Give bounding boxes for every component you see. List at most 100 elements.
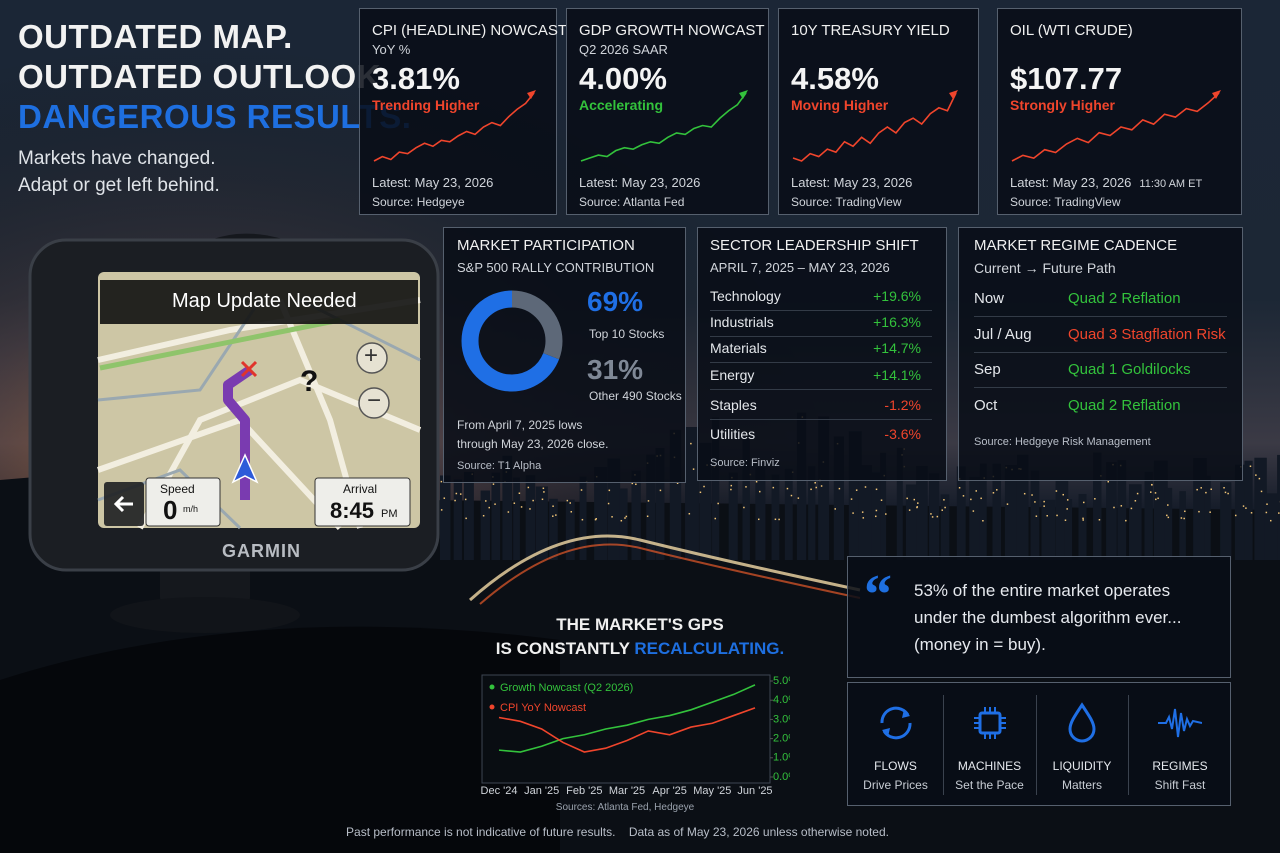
window-light — [1098, 519, 1101, 521]
building — [513, 477, 520, 560]
kpi-value: 3.81% — [372, 61, 460, 96]
window-light — [699, 491, 702, 494]
window-light — [745, 486, 747, 488]
pillar-label: MACHINES — [957, 759, 1022, 773]
window-light — [1094, 498, 1096, 500]
window-light — [1196, 488, 1198, 491]
window-light — [690, 442, 692, 445]
building — [631, 470, 641, 560]
chart-title-highlight: RECALCULATING. — [634, 639, 785, 658]
panel-title: SECTOR LEADERSHIP SHIFT — [710, 237, 919, 254]
kpi-card: CPI (HEADLINE) NOWCAST YoY % 3.81% Trending… — [359, 8, 567, 215]
window-light — [815, 486, 817, 489]
panel-title: MARKET REGIME CADENCE — [974, 237, 1178, 254]
x-tick-label: Apr '25 — [652, 785, 687, 797]
donut-value-label: 69% — [587, 286, 644, 317]
window-light — [930, 513, 932, 515]
participation-note: From April 7, 2025 lows — [457, 418, 583, 432]
legend-label: CPI YoY Nowcast — [500, 702, 586, 714]
headline-line: OUTDATED OUTLOOK. — [18, 58, 391, 95]
window-light — [555, 514, 557, 516]
speed-label: Speed — [160, 482, 195, 496]
window-light — [931, 516, 934, 518]
window-light — [1046, 514, 1048, 517]
window-light — [459, 493, 462, 495]
icon-shape — [978, 711, 1001, 735]
sector-change: -1.2% — [884, 397, 921, 413]
window-light — [936, 515, 939, 518]
window-light — [885, 513, 887, 515]
window-light — [958, 487, 961, 489]
pillars-panel: FLOWS Drive Prices MACHINES Set the Pace LIQ… — [847, 682, 1231, 806]
window-light — [1082, 517, 1084, 520]
window-light — [543, 491, 545, 493]
regime-period: Jul / Aug — [974, 325, 1032, 343]
building — [1254, 457, 1267, 560]
building — [1144, 471, 1153, 560]
window-light — [646, 515, 649, 518]
building — [1244, 460, 1253, 560]
window-light — [570, 511, 573, 513]
window-light — [1266, 503, 1268, 505]
road-lights — [469, 534, 861, 602]
window-light — [488, 506, 491, 509]
window-light — [862, 517, 865, 519]
building — [491, 472, 501, 560]
regime-period: Oct — [974, 396, 998, 414]
pillar-icon — [973, 707, 1006, 739]
row-divider — [710, 419, 932, 420]
window-light — [485, 500, 487, 502]
building — [742, 438, 750, 560]
pillar-label: FLOWS — [874, 759, 917, 773]
window-light — [532, 499, 534, 502]
sparkline — [580, 90, 748, 162]
pillar-icon — [1158, 708, 1202, 738]
building — [1093, 452, 1102, 560]
arrival-time: 8:45 — [330, 498, 375, 523]
arrival-label: Arrival — [343, 482, 378, 496]
window-light — [982, 519, 984, 522]
sparkline — [373, 90, 536, 162]
window-light — [1227, 492, 1229, 495]
sector-change: +14.7% — [873, 340, 921, 356]
pillar-divider — [943, 695, 944, 795]
window-light — [541, 498, 544, 501]
building — [929, 473, 940, 560]
sparkline-arrow — [739, 90, 748, 99]
series-line — [498, 684, 756, 753]
sparkline — [792, 90, 958, 162]
building — [1220, 482, 1232, 560]
pillar-icon — [1068, 702, 1096, 743]
window-light — [970, 498, 972, 501]
window-light — [659, 489, 662, 492]
building — [771, 474, 780, 560]
pillar-label: REGIMES — [1152, 759, 1208, 773]
building — [1179, 491, 1186, 560]
chart-source: Sources: Atlanta Fed, Hedgeye — [555, 802, 695, 813]
window-light — [647, 500, 650, 502]
window-light — [566, 499, 569, 502]
sparkline-line — [1011, 92, 1220, 162]
window-light — [1242, 505, 1245, 507]
quote-line: under the dumbest algorithm ever... — [914, 608, 1182, 627]
window-light — [755, 480, 758, 483]
window-light — [1136, 492, 1139, 495]
building — [979, 463, 987, 560]
road-lights — [479, 543, 861, 605]
panel-source: Source: T1 Alpha — [457, 460, 542, 472]
panel-subtitle: S&P 500 RALLY CONTRIBUTION — [457, 260, 655, 275]
window-light — [850, 498, 853, 500]
icon-shape — [1068, 702, 1096, 743]
plot-area — [481, 674, 771, 784]
kpi-value: $107.77 — [1010, 61, 1123, 96]
window-light — [861, 511, 864, 513]
sector-change: +19.6% — [873, 288, 921, 304]
participation-panel: MARKET PARTICIPATION S&P 500 RALLY CONTRI… — [443, 227, 686, 483]
window-light — [1183, 517, 1185, 520]
sector-name: Industrials — [710, 314, 774, 330]
panel-subtitle: Current → Future Path — [974, 260, 1116, 276]
window-light — [972, 510, 975, 512]
icon-shape — [973, 707, 1006, 739]
x-tick-label: Mar '25 — [609, 785, 645, 797]
window-light — [1035, 515, 1038, 517]
